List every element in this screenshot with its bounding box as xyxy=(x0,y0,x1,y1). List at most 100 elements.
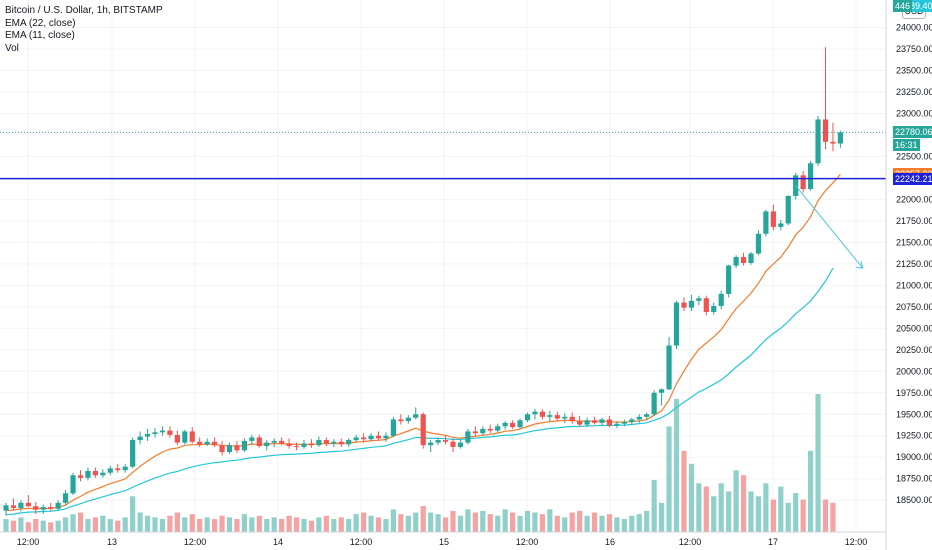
candle-body xyxy=(673,302,680,346)
volume-bar xyxy=(614,517,620,532)
candle-body xyxy=(748,253,754,263)
volume-bar xyxy=(226,517,233,532)
volume-bar xyxy=(331,519,337,532)
ema22-line xyxy=(5,267,834,516)
volume-bar xyxy=(293,517,300,532)
y-tick-label: 18500.00 xyxy=(896,495,932,505)
candle-body xyxy=(532,411,538,415)
candle-body xyxy=(212,441,218,446)
candle-body xyxy=(711,305,717,312)
volume-bar xyxy=(554,515,560,532)
y-tick-label: 24000.00 xyxy=(896,23,932,33)
candle-body xyxy=(703,298,709,312)
volume-bar xyxy=(718,483,724,532)
candle-body xyxy=(539,411,545,417)
candle-body xyxy=(115,468,121,471)
volume-bar xyxy=(435,514,441,532)
volume-bar xyxy=(442,517,449,532)
volume-bar xyxy=(271,517,277,532)
candle-body xyxy=(338,441,344,445)
volume-bar xyxy=(264,519,270,532)
candle-body xyxy=(688,300,694,308)
candle-body xyxy=(740,256,747,263)
candle-body xyxy=(636,416,642,420)
chart-legend: Bitcoin / U.S. Dollar, 1h, BITSTAMP EMA … xyxy=(5,5,163,55)
candle-body xyxy=(271,440,277,443)
volume-bar xyxy=(256,515,262,532)
candle-body xyxy=(33,506,39,510)
y-tick-label: 22000.00 xyxy=(896,194,932,204)
legend-ema22[interactable]: EMA (22, close) xyxy=(5,17,76,29)
candle-body xyxy=(55,502,61,509)
x-tick-label: 12:00 xyxy=(184,537,207,547)
candle-body xyxy=(264,442,270,447)
legend-ema11[interactable]: EMA (11, close) xyxy=(5,30,75,41)
candle-body xyxy=(286,443,292,447)
candle-body xyxy=(226,445,233,453)
candle-body xyxy=(457,442,464,447)
volume-bar xyxy=(599,515,605,532)
volume-bar xyxy=(480,510,486,532)
candle-body xyxy=(584,420,590,425)
volume-bar xyxy=(390,509,396,532)
volume-bar xyxy=(361,512,367,532)
x-tick-label: 12:00 xyxy=(350,537,373,547)
legend-volume[interactable]: Vol xyxy=(5,42,19,54)
volume-bar xyxy=(152,517,158,532)
volume-bar xyxy=(368,515,374,532)
volume-bar xyxy=(25,522,31,532)
volume-bar xyxy=(830,502,836,532)
volume-bar xyxy=(234,519,240,532)
candle-body xyxy=(316,440,322,446)
volume-bar xyxy=(167,515,173,532)
candle-body xyxy=(614,423,620,426)
last-price-tag: 22780.06 xyxy=(893,126,932,139)
candle-body xyxy=(599,419,605,423)
volume-bar xyxy=(189,514,195,532)
candle-body xyxy=(554,415,560,419)
volume-bar xyxy=(584,515,590,532)
candle-body xyxy=(204,441,210,445)
candle-body xyxy=(85,470,91,478)
candle-body xyxy=(77,475,84,478)
volume-bar xyxy=(130,496,136,532)
candle-body xyxy=(323,440,329,444)
volume-bar xyxy=(621,519,627,532)
volume-bar xyxy=(748,491,754,532)
candle-body xyxy=(353,437,359,441)
volume-bar xyxy=(18,517,24,532)
volume-bar xyxy=(144,515,151,532)
volume-bar xyxy=(70,514,76,532)
candle-body xyxy=(681,302,687,308)
volume-bar xyxy=(703,486,709,532)
volume-bar xyxy=(301,519,307,532)
legend-symbol[interactable]: Bitcoin / U.S. Dollar, 1h, BITSTAMP xyxy=(5,5,163,16)
candle-body xyxy=(413,414,419,418)
y-tick-label: 22500.00 xyxy=(896,151,932,161)
y-tick-label: 21500.00 xyxy=(896,237,932,247)
volume-bar xyxy=(517,515,523,532)
y-tick-label: 23500.00 xyxy=(896,65,932,75)
hline-value-tag: 22242.21 xyxy=(893,172,932,185)
volume-bar xyxy=(681,450,687,532)
candle-body xyxy=(279,440,285,444)
volume-bar xyxy=(279,519,285,532)
volume-bar xyxy=(524,510,531,532)
candle-body xyxy=(733,256,739,266)
volume-bar xyxy=(800,499,806,532)
y-tick-label: 19750.00 xyxy=(896,388,932,398)
volume-bar xyxy=(651,480,657,532)
candle-body xyxy=(487,428,493,431)
volume-bar xyxy=(63,517,69,532)
volume-bar xyxy=(316,517,322,532)
candle-body xyxy=(547,415,553,417)
volume-bar xyxy=(696,483,702,532)
drawings[interactable] xyxy=(0,131,886,269)
x-tick-label: 17 xyxy=(768,537,778,547)
candle-body xyxy=(48,507,54,509)
candle-body xyxy=(562,416,568,419)
candle-body xyxy=(3,505,9,511)
candle-body xyxy=(793,175,799,196)
